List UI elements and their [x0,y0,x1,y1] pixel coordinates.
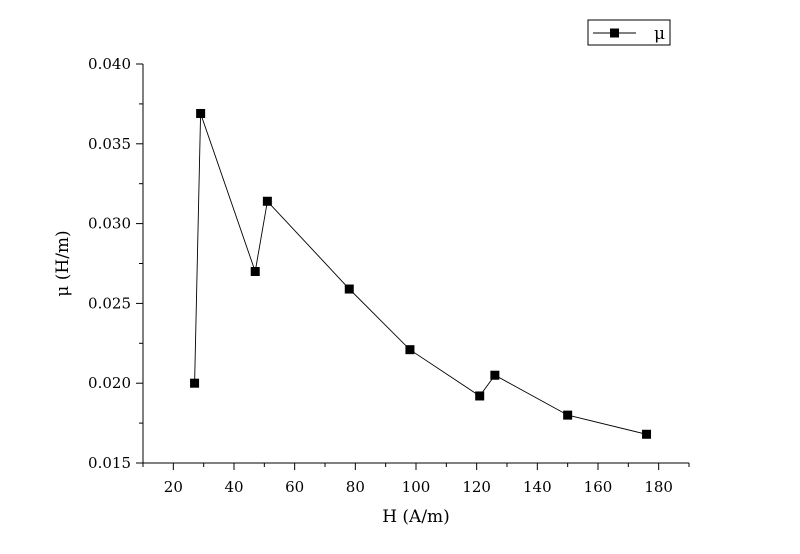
axes: 20 40 60 80 100 120 140 160 180 0.015 0.020 0.025 0.… [88,55,690,496]
data-point [563,410,573,420]
x-tick-label: 20 [164,478,183,496]
x-tick-label: 80 [346,478,365,496]
y-tick-label: 0.025 [88,294,131,312]
data-point [196,108,206,118]
x-tick-label: 40 [224,478,243,496]
y-tick-label: 0.030 [88,215,131,233]
legend: μ [587,19,671,46]
data-point [642,429,652,439]
data-point [344,284,354,294]
y-tick-label: 0.020 [88,374,131,392]
x-tick-label: 180 [644,478,673,496]
data-point [250,266,260,276]
x-tick-label: 140 [523,478,552,496]
data-point [262,196,272,206]
data-point [490,370,500,380]
legend-entry-mu: μ [654,24,665,44]
series-layer [190,108,652,439]
x-tick-label: 60 [285,478,304,496]
series-line [194,113,647,435]
x-tick-label: 100 [402,478,431,496]
data-point [405,345,415,355]
x-tick-label: 120 [462,478,491,496]
legend-marker-square [610,28,619,38]
x-tick-label: 160 [584,478,613,496]
data-point [190,378,200,388]
x-axis-title: H (A/m) [382,507,450,527]
y-axis-title: μ (H/m) [53,230,73,296]
y-tick-label: 0.015 [88,454,131,472]
y-tick-label: 0.035 [88,135,131,153]
y-tick-label: 0.040 [88,55,131,73]
data-point [475,391,485,401]
